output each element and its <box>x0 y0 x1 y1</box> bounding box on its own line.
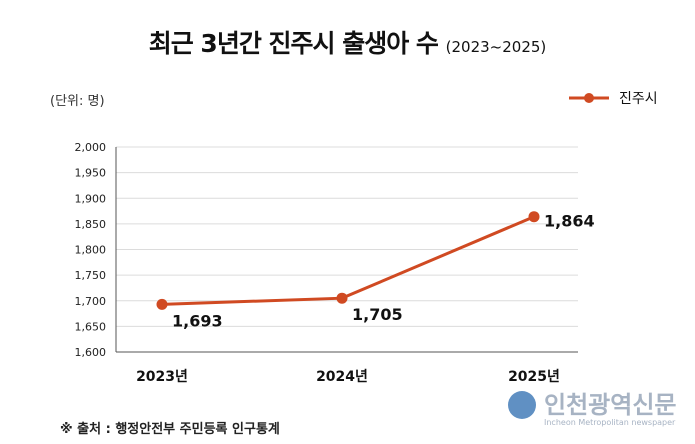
legend: 진주시 <box>567 88 658 108</box>
watermark-name: 인천광역신문 <box>544 390 677 419</box>
legend-marker-icon <box>569 93 609 103</box>
x-tick-label: 2024년 <box>316 369 368 385</box>
y-tick-label: 1,600 <box>75 346 107 359</box>
y-tick-label: 2,000 <box>75 141 107 154</box>
newspaper-logo-icon <box>508 391 536 419</box>
data-label: 1,705 <box>352 305 403 324</box>
source-note: ※ 출처 : 행정안전부 주민등록 인구통계 <box>60 422 280 437</box>
x-tick-label: 2025년 <box>508 369 560 385</box>
y-tick-label: 1,950 <box>75 167 107 180</box>
data-point <box>528 211 540 223</box>
chart-subtitle: (2023~2025) <box>445 38 547 56</box>
y-tick-label: 1,800 <box>75 244 107 257</box>
data-label: 1,693 <box>172 311 223 330</box>
series-line <box>161 215 535 306</box>
title-text: 최근 3년간 진주시 출생아 수 <box>148 29 439 58</box>
legend-label: 진주시 <box>619 91 658 107</box>
watermark-subtitle: Incheon Metropolitan newspaper <box>544 418 676 427</box>
data-point <box>156 298 168 310</box>
unit-label: (단위: 명) <box>50 94 105 109</box>
y-tick-label: 1,700 <box>75 295 107 308</box>
chart-title: 최근 3년간 진주시 출생아 수 (2023~2025) <box>0 24 695 60</box>
x-tick-label: 2023년 <box>136 369 188 385</box>
data-point <box>336 292 348 304</box>
y-tick-label: 1,900 <box>75 192 107 205</box>
y-tick-label: 1,750 <box>75 269 107 282</box>
y-tick-label: 1,650 <box>75 320 107 333</box>
y-tick-label: 1,850 <box>75 218 107 231</box>
data-label: 1,864 <box>544 212 595 231</box>
watermark-logo: 인천광역신문 Incheon Metropolitan newspaper <box>508 385 676 427</box>
